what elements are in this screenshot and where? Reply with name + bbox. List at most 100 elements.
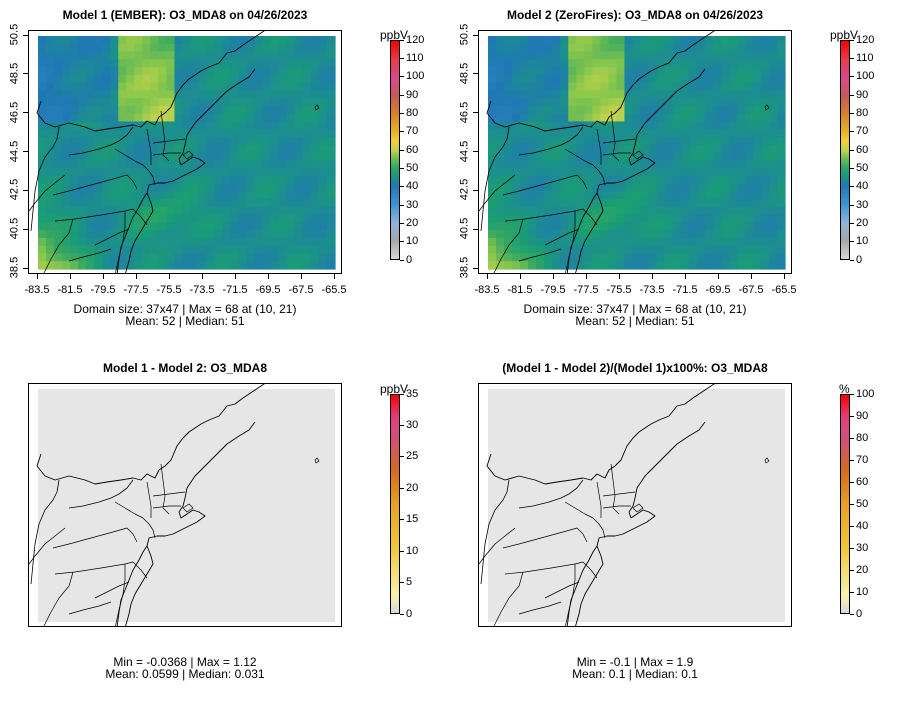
grid-cell	[576, 206, 585, 216]
grid-cell	[696, 67, 706, 76]
grid-cell	[720, 191, 730, 200]
grid-cell	[302, 82, 312, 91]
grid-cell	[656, 183, 666, 192]
grid-cell	[166, 113, 176, 123]
grid-cell	[126, 51, 135, 60]
x-axis-tick	[168, 274, 170, 279]
grid-cell	[656, 67, 666, 76]
grid-cell	[126, 136, 135, 146]
grid-cell	[528, 222, 537, 231]
grid-cell	[62, 168, 71, 177]
grid-cell	[584, 67, 593, 76]
grid-cell	[262, 51, 272, 60]
grid-cell	[238, 206, 248, 216]
grid-cell	[158, 129, 168, 138]
grid-cell	[246, 67, 256, 76]
grid-cell	[736, 90, 746, 99]
grid-cell	[198, 206, 208, 216]
x-axis-tick-label: -69.5	[705, 284, 731, 296]
grid-cell	[624, 82, 634, 91]
grid-cell	[94, 261, 103, 270]
grid-cell	[198, 51, 208, 60]
grid-cell	[640, 175, 650, 185]
grid-cell	[262, 121, 272, 130]
grid-cell	[126, 168, 135, 177]
grid-cell	[712, 121, 722, 130]
grid-cell	[744, 129, 754, 138]
grid-cell	[512, 67, 521, 76]
grid-cell	[118, 191, 127, 200]
grid-cell	[86, 230, 95, 239]
legend-tick	[850, 39, 854, 41]
grid-cell	[110, 136, 119, 146]
grid-cell	[512, 36, 521, 45]
y-axis-tick-label: 38.5	[8, 256, 21, 279]
grid-cell	[118, 199, 127, 208]
y-axis-tick	[473, 73, 478, 75]
grid-cell	[150, 82, 160, 91]
grid-cell	[310, 191, 320, 200]
grid-cell	[174, 90, 184, 99]
grid-cell	[246, 160, 256, 169]
grid-cell	[198, 36, 208, 45]
grid-cell	[110, 59, 119, 68]
grid-cell	[488, 43, 497, 53]
legend-tick-label: 90	[856, 409, 869, 422]
legend-tick-label: 100	[406, 70, 425, 83]
grid-cell	[150, 105, 160, 115]
grid-cell	[720, 98, 730, 107]
grid-cell	[142, 121, 151, 130]
grid-cell	[752, 222, 762, 231]
grid-cell	[608, 237, 618, 247]
grid-cell	[326, 261, 336, 270]
legend-tick-label: 80	[856, 106, 869, 119]
grid-cell	[302, 253, 312, 262]
grid-cell	[488, 253, 497, 262]
grid-cell	[680, 222, 690, 231]
grid-cell	[46, 183, 55, 192]
grid-cell	[206, 136, 216, 146]
grid-cell	[696, 43, 706, 53]
grid-cell	[254, 183, 264, 192]
grid-cell	[54, 90, 63, 99]
grid-cell	[78, 152, 87, 161]
grid-cell	[656, 74, 666, 84]
grid-cell	[560, 237, 569, 247]
grid-cell	[214, 214, 224, 223]
grid-cell	[520, 199, 529, 208]
grid-cell	[528, 183, 537, 192]
grid-cell	[62, 261, 71, 270]
grid-cell	[286, 152, 296, 161]
grid-cell	[262, 206, 272, 216]
grid-cell	[648, 191, 658, 200]
grid-cell	[720, 206, 730, 216]
grid-cell	[126, 67, 135, 76]
grid-cell	[86, 43, 95, 53]
legend-tick-label: 10	[406, 544, 419, 557]
grid-cell	[94, 129, 103, 138]
grid-cell	[238, 237, 248, 247]
legend-tick	[850, 131, 854, 133]
grid-cell	[568, 222, 577, 231]
grid-cell	[496, 98, 505, 107]
grid-cell	[672, 113, 682, 123]
grid-cell	[262, 261, 272, 270]
grid-cell	[736, 183, 746, 192]
grid-cell	[672, 191, 682, 200]
grid-cell	[198, 245, 208, 255]
grid-cell	[680, 121, 690, 130]
grid-cell	[238, 59, 248, 68]
grid-cell	[664, 113, 674, 123]
grid-cell	[616, 113, 626, 123]
grid-cell	[600, 253, 610, 262]
grid-cell	[150, 113, 160, 123]
grid-cell	[544, 59, 553, 68]
grid-cell	[768, 144, 778, 154]
grid-cell	[206, 59, 216, 68]
grid-cell	[206, 90, 216, 99]
grid-cell	[688, 261, 698, 270]
grid-cell	[600, 160, 610, 169]
grid-cell	[680, 168, 690, 177]
x-axis-tick	[267, 274, 269, 279]
grid-cell	[728, 214, 738, 223]
